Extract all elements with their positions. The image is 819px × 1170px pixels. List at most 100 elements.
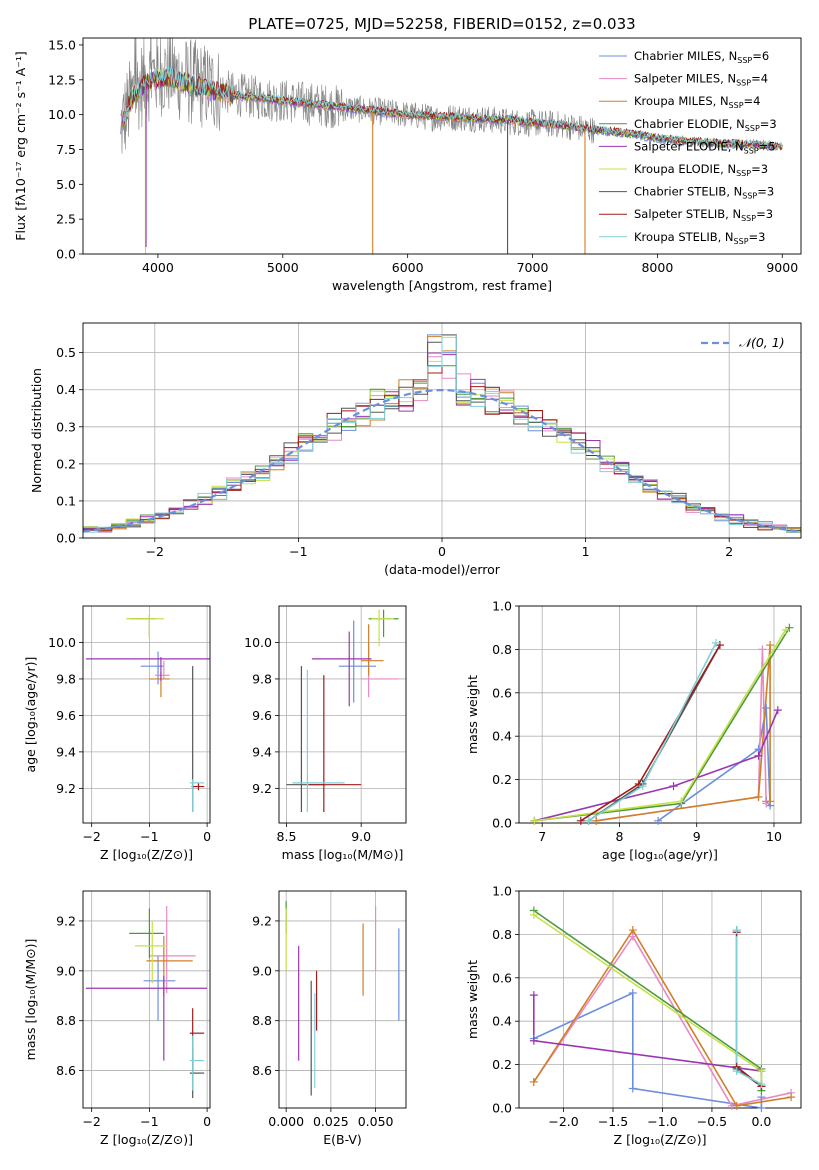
weight-marker-6: [757, 1067, 766, 1076]
y-tick-label: 15.0: [48, 37, 76, 52]
x-tick-label: 9000: [766, 260, 798, 275]
y-tick-label: 9.6: [56, 708, 76, 723]
weight-line-5: [534, 709, 779, 822]
y-tick-label: 0.3: [56, 419, 76, 434]
weight-marker-3: [766, 641, 775, 650]
x-tick-label: 6000: [392, 260, 424, 275]
legend-sub: SSP: [729, 101, 744, 110]
weight-marker-9: [732, 926, 741, 935]
legend-label-4: Chabrier ELODIE, NSSP=3: [634, 117, 777, 133]
legend-label-8: Salpeter STELIB, NSSP=3: [634, 207, 773, 223]
legend-n: =3: [749, 230, 766, 244]
y-tick-label: 8.8: [252, 1013, 272, 1028]
legend-sub: SSP: [736, 169, 751, 178]
y-tick-label: 9.2: [252, 781, 272, 796]
panel-spectrum: 4000 5000 6000 7000 8000 9000 0.0 2.5 5.0 7.5 10.0…: [13, 37, 802, 293]
x-tick-label: 9.0: [351, 829, 371, 844]
x-tick-label: −1: [140, 829, 158, 844]
weight-line-6: [533, 914, 763, 1087]
weight-line-7: [588, 644, 721, 822]
weight-marker-1: [757, 1104, 766, 1112]
weight-marker-5: [773, 706, 782, 715]
legend-sub: SSP: [742, 192, 757, 201]
x-axis-label: E(B-V): [323, 1132, 362, 1147]
weight-marker-6: [781, 625, 790, 634]
weight-marker-6: [677, 797, 686, 806]
y-tick-label: 9.6: [252, 708, 272, 723]
y-tick-label: 8.6: [56, 1063, 76, 1078]
x-axis-label: mass [log₁₀(M/M⊙)]: [282, 847, 404, 862]
legend-sub: SSP: [737, 56, 752, 65]
y-tick-label: 5.0: [56, 177, 76, 192]
legend-n: =6: [752, 49, 769, 63]
legend-sub: SSP: [734, 237, 749, 246]
x-tick-label: 2: [725, 544, 733, 559]
y-tick-label: 0.6: [492, 970, 512, 985]
y-tick-label: 0.2: [492, 772, 512, 787]
grid: [83, 891, 210, 1108]
axes-frame: [82, 890, 211, 1109]
x-tick-label: −2: [146, 544, 164, 559]
weight-marker-9: [732, 1067, 741, 1076]
plot-area: [534, 627, 791, 822]
y-axis-label: mass weight: [465, 960, 480, 1039]
y-axis-label: age [log₁₀(age/yr)]: [23, 657, 38, 773]
x-tick-label: 0: [203, 829, 211, 844]
y-tick-label: 2.5: [56, 212, 76, 227]
y-tick-label: 0.2: [492, 1057, 512, 1072]
weight-marker-6: [529, 910, 538, 919]
y-tick-label: 0.0: [492, 816, 512, 831]
x-tick-label: 8: [615, 829, 623, 844]
y-tick-label: 9.8: [252, 671, 272, 686]
x-tick-label: 0.0: [751, 1114, 771, 1129]
y-tick-label: 0.4: [56, 382, 76, 397]
legend-n: =4: [744, 94, 761, 108]
weight-marker-5: [529, 991, 538, 1000]
weight-marker-8: [715, 641, 724, 650]
figure-title: PLATE=0725, MJD=52258, FIBERID=0152, z=0…: [248, 15, 635, 33]
y-tick-label: 9.4: [252, 744, 272, 759]
x-tick-label: 1: [582, 544, 590, 559]
grid: [279, 891, 406, 1108]
y-tick-label: 10.0: [48, 635, 76, 650]
weight-marker-9: [584, 816, 593, 825]
legend-n: =5: [759, 139, 776, 153]
y-tick-label: 0.0: [56, 531, 76, 546]
x-tick-label: 0: [203, 1114, 211, 1129]
weight-marker-3: [766, 797, 775, 806]
y-tick-label: 0.2: [56, 456, 76, 471]
y-tick-label: 0.6: [492, 685, 512, 700]
legend-label-7: Chabrier STELIB, NSSP=3: [634, 185, 774, 201]
y-tick-label: 0.0: [492, 1101, 512, 1116]
weight-marker-3: [628, 926, 637, 935]
plot-area: [285, 900, 400, 1096]
x-axis-label: Z [log₁₀(Z/Z⊙)]: [100, 847, 193, 862]
legend-sub: SSP: [744, 146, 759, 155]
x-tick-label: 0.025: [313, 1114, 349, 1129]
weight-marker-9: [638, 782, 647, 791]
weight-marker-5: [529, 1036, 538, 1045]
y-tick-label: 0.4: [492, 729, 512, 744]
y-tick-label: 10.0: [48, 107, 76, 122]
x-axis-label: wavelength [Angstrom, rest frame]: [332, 278, 552, 293]
axes-frame: [82, 322, 802, 539]
normal-legend-label: 𝒩(0, 1): [739, 335, 785, 350]
weight-marker-1: [762, 703, 771, 712]
spectrum-legend: Chabrier MILES, NSSP=6 Salpeter MILES, NS…: [599, 49, 777, 246]
panel-mass_vs_EBV: 0.000 0.025 0.050 8.6 8.8 9.0 9.2 E(B-V): [252, 890, 407, 1147]
y-tick-label: 0.1: [56, 493, 76, 508]
weight-marker-8: [576, 816, 585, 825]
y-tick-label: 0.8: [492, 642, 512, 657]
y-tick-label: 8.6: [252, 1063, 272, 1078]
y-tick-label: 7.5: [56, 142, 76, 157]
legend-label-5: Salpeter ELODIE, NSSP=5: [634, 139, 776, 155]
x-axis-label: Z [log₁₀(Z/Z⊙)]: [100, 1132, 193, 1147]
axes-frame: [82, 605, 211, 824]
y-tick-label: 9.2: [252, 913, 272, 928]
x-tick-label: −1: [140, 1114, 158, 1129]
weight-marker-1: [628, 988, 637, 997]
y-axis-label: mass weight: [465, 675, 480, 754]
y-tick-label: 1.0: [492, 884, 512, 899]
x-tick-label: 9: [693, 829, 701, 844]
